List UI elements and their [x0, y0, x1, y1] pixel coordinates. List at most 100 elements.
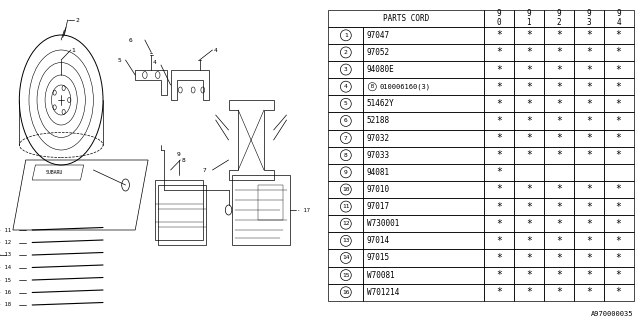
Bar	[574, 78, 604, 95]
Text: *: *	[496, 202, 502, 212]
Bar	[514, 27, 544, 44]
Text: 9
4: 9 4	[616, 9, 621, 27]
Text: 9: 9	[344, 170, 348, 175]
Text: - 11: - 11	[0, 228, 12, 233]
Bar	[257, 185, 284, 220]
Bar	[484, 130, 514, 147]
Text: *: *	[526, 99, 532, 109]
Text: 5: 5	[118, 58, 121, 62]
Text: 11: 11	[342, 204, 349, 209]
Text: - 15: - 15	[0, 277, 12, 283]
Text: *: *	[526, 270, 532, 280]
Bar	[484, 284, 514, 301]
Bar	[364, 61, 484, 78]
Text: 94080E: 94080E	[367, 65, 394, 74]
Bar	[544, 78, 574, 95]
Text: *: *	[616, 82, 621, 92]
Text: 5: 5	[344, 101, 348, 106]
Bar	[328, 147, 364, 164]
Bar	[364, 164, 484, 181]
Text: *: *	[526, 47, 532, 57]
Bar	[514, 284, 544, 301]
Bar	[364, 232, 484, 249]
Text: *: *	[556, 116, 562, 126]
Text: 97015: 97015	[367, 253, 390, 262]
Bar	[364, 147, 484, 164]
Bar	[514, 147, 544, 164]
Bar	[574, 130, 604, 147]
Bar	[574, 147, 604, 164]
Bar	[514, 249, 544, 267]
Bar	[328, 215, 364, 232]
Text: - 16: - 16	[0, 290, 12, 295]
Bar	[514, 61, 544, 78]
Text: *: *	[586, 184, 592, 195]
Bar	[574, 61, 604, 78]
Text: *: *	[526, 219, 532, 229]
Bar	[574, 198, 604, 215]
Text: 6: 6	[129, 37, 132, 43]
Text: 4: 4	[153, 60, 157, 65]
Bar	[544, 10, 574, 27]
Text: *: *	[496, 253, 502, 263]
Bar	[604, 267, 634, 284]
Bar	[604, 78, 634, 95]
Text: 8: 8	[344, 153, 348, 158]
Bar	[574, 164, 604, 181]
Bar	[514, 95, 544, 112]
Text: B: B	[371, 84, 374, 89]
Bar	[574, 44, 604, 61]
Bar	[484, 198, 514, 215]
Bar	[364, 27, 484, 44]
Bar	[232, 175, 290, 245]
Bar	[328, 130, 364, 147]
Text: *: *	[526, 184, 532, 195]
Text: *: *	[526, 253, 532, 263]
Bar	[364, 284, 484, 301]
Text: *: *	[526, 287, 532, 297]
Text: 97032: 97032	[367, 133, 390, 143]
Bar	[328, 164, 364, 181]
Bar	[328, 112, 364, 130]
Text: *: *	[586, 116, 592, 126]
Text: *: *	[556, 202, 562, 212]
Text: *: *	[496, 287, 502, 297]
Text: - 17: - 17	[297, 207, 310, 212]
Text: 16: 16	[342, 290, 349, 295]
Text: 14: 14	[342, 255, 349, 260]
Text: A970000035: A970000035	[591, 311, 634, 317]
Text: *: *	[586, 270, 592, 280]
Text: *: *	[586, 253, 592, 263]
Text: 4: 4	[213, 47, 217, 52]
Bar	[328, 78, 364, 95]
Bar	[328, 267, 364, 284]
Bar	[484, 267, 514, 284]
Bar	[604, 198, 634, 215]
Text: *: *	[616, 270, 621, 280]
Bar	[514, 215, 544, 232]
Bar	[364, 44, 484, 61]
Text: *: *	[496, 236, 502, 246]
Text: 12: 12	[342, 221, 349, 226]
Bar	[544, 215, 574, 232]
Text: *: *	[586, 133, 592, 143]
Text: *: *	[556, 82, 562, 92]
Text: *: *	[496, 99, 502, 109]
Text: *: *	[556, 133, 562, 143]
Text: 10: 10	[342, 187, 349, 192]
Bar	[364, 215, 484, 232]
Text: W70081: W70081	[367, 271, 394, 280]
Bar	[328, 249, 364, 267]
Text: *: *	[556, 253, 562, 263]
Text: SUBARU: SUBARU	[46, 170, 63, 175]
Text: 94081: 94081	[367, 168, 390, 177]
Bar	[484, 232, 514, 249]
Bar	[364, 198, 484, 215]
Text: *: *	[616, 184, 621, 195]
Bar	[514, 44, 544, 61]
Bar	[544, 44, 574, 61]
Bar	[514, 130, 544, 147]
Text: *: *	[586, 99, 592, 109]
Text: *: *	[556, 236, 562, 246]
Bar	[484, 95, 514, 112]
